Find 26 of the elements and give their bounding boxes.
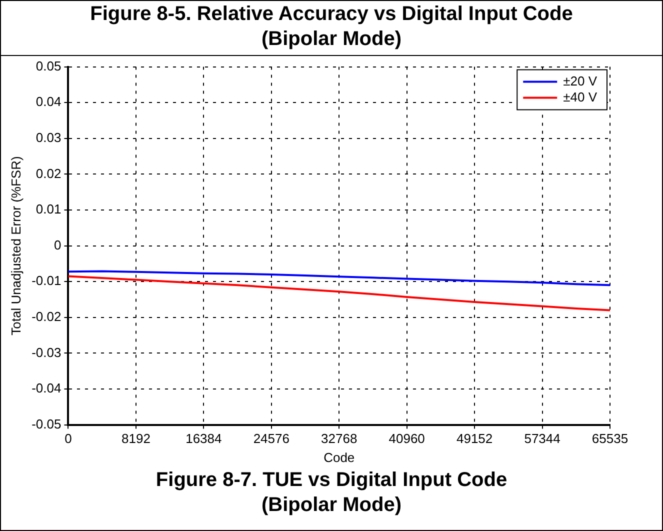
x-tick-label: 65535 (592, 431, 628, 446)
x-tick-label: 16384 (186, 431, 222, 446)
y-tick-label: -0.05 (32, 416, 62, 432)
x-tick-label: 40960 (388, 431, 425, 446)
x-tick-label: 24576 (253, 431, 290, 446)
legend-label: ±40 V (563, 89, 598, 104)
text: Figure 8-7. TUE vs Digital Input Code (Bipolar Mode) (154, 468, 508, 518)
y-tick-label: -0.02 (32, 308, 62, 324)
y-tick-label: -0.03 (32, 344, 62, 360)
x-tick-label: 0 (64, 431, 72, 446)
y-tick-label: -0.01 (32, 273, 62, 288)
y-axis-title: Total Unadjusted Error (%FSR) (8, 156, 24, 336)
y-tick-label: 0.03 (36, 130, 62, 145)
legend-label: ±20 V (563, 73, 598, 88)
x-tick-label: 8192 (121, 431, 150, 446)
x-tick-label: 49152 (456, 431, 493, 446)
y-tick-label: -0.04 (32, 380, 62, 396)
y-tick-label: 0 (54, 237, 62, 252)
x-tick-label: 32768 (321, 431, 358, 446)
y-tick-label: 0.02 (36, 166, 62, 181)
x-tick-label: 57344 (524, 431, 560, 446)
y-tick-label: 0.05 (36, 58, 62, 74)
caption: Figure 8-5. Relative Accuracy vs Digital Input Code (Bipolar Mode) (1, 1, 662, 56)
y-tick-label: 0.04 (36, 94, 62, 110)
x-axis-title: Code (324, 450, 355, 465)
y-tick-label: 0.01 (36, 202, 62, 217)
